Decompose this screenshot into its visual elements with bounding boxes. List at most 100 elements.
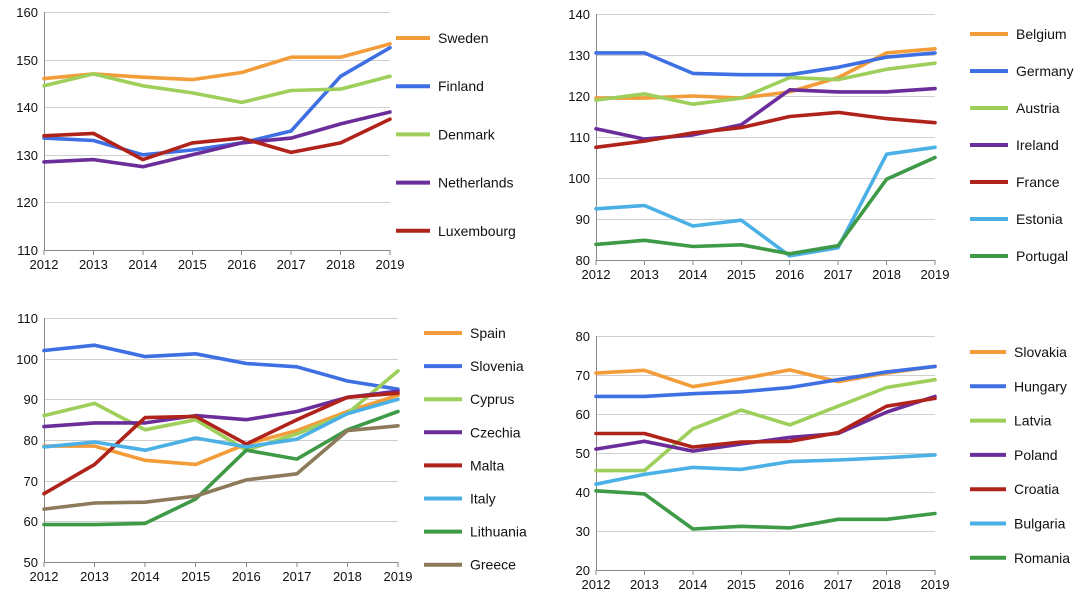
x-tick-label: 2017	[277, 257, 306, 272]
x-tick-label: 2015	[178, 257, 207, 272]
legend-label: Germany	[1016, 63, 1074, 79]
legend-label: Bulgaria	[1014, 516, 1066, 532]
y-tick-label: 110	[17, 243, 38, 258]
series-line-lithuania	[42, 409, 400, 527]
series-line-germany	[594, 51, 937, 77]
legend-label: Hungary	[1014, 378, 1067, 394]
y-tick-label: 40	[576, 485, 590, 500]
series-line-greece	[42, 423, 400, 511]
x-tick-label: 2014	[128, 257, 157, 272]
y-tick-label: 30	[576, 524, 590, 539]
legend-label: Denmark	[438, 126, 496, 142]
series-line-romania	[594, 488, 937, 531]
y-tick-label: 80	[576, 253, 590, 268]
y-tick-label: 100	[568, 171, 590, 186]
legend-label: Slovakia	[1014, 344, 1067, 360]
x-tick-label: 2015	[727, 577, 756, 592]
legend-label: Netherlands	[438, 175, 514, 191]
y-tick-label: 90	[576, 212, 590, 227]
x-tick-label: 2013	[80, 569, 109, 584]
legend-label: Poland	[1014, 447, 1058, 463]
series-line-denmark	[42, 72, 392, 105]
y-tick-label: 140	[568, 7, 590, 22]
legend-label: Slovenia	[470, 358, 524, 374]
series-line-netherlands	[42, 110, 392, 169]
legend: Slovakia Hungary Latvia Poland Croatia Bulgar…	[970, 344, 1070, 566]
legend-label: Belgium	[1016, 26, 1067, 42]
legend-label: Croatia	[1014, 481, 1059, 497]
legend-label: Luxembourg	[438, 223, 516, 239]
x-tick-label: 2012	[582, 267, 611, 282]
x-tick-label: 2013	[630, 577, 659, 592]
series-line-portugal	[594, 155, 937, 256]
legend: Belgium Germany Austria Ireland France Estoni…	[970, 26, 1074, 264]
y-tick-label: 110	[569, 130, 590, 145]
x-tick-label: 2015	[181, 569, 210, 584]
y-tick-label: 60	[24, 514, 38, 529]
x-tick-label: 2017	[282, 569, 311, 584]
y-tick-label: 150	[16, 53, 38, 68]
x-tick-label: 2013	[79, 257, 108, 272]
x-tick-label: 2016	[232, 569, 261, 584]
x-tick-label: 2018	[872, 577, 901, 592]
series-line-france	[594, 110, 937, 150]
y-tick-label: 100	[16, 352, 38, 367]
x-tick-label: 2015	[727, 267, 756, 282]
legend-label: Sweden	[438, 30, 489, 46]
y-tick-label: 70	[24, 474, 38, 489]
legend-label: Czechia	[470, 424, 521, 440]
chart-1: 110 120 130 140 150 160 2012 2013 2014 2015 2016 20…	[16, 5, 516, 272]
x-tick-label: 2014	[678, 267, 707, 282]
y-tick-label: 120	[16, 195, 38, 210]
x-tick-label: 2017	[824, 577, 853, 592]
y-tick-label: 20	[576, 563, 590, 578]
series-line-austria	[594, 61, 937, 106]
series-line-spain	[42, 393, 400, 467]
legend: Sweden Finland Denmark Netherlands Luxembour…	[396, 30, 516, 239]
y-tick-label: 50	[24, 555, 38, 570]
y-tick-label: 60	[576, 407, 590, 422]
x-tick-label: 2013	[630, 267, 659, 282]
x-tick-label: 2016	[775, 267, 804, 282]
legend-label: France	[1016, 174, 1060, 190]
y-tick-label: 80	[576, 329, 590, 344]
legend-label: Spain	[470, 325, 506, 341]
legend-label: Ireland	[1016, 137, 1059, 153]
legend-label: Italy	[470, 491, 496, 507]
legend-label: Malta	[470, 457, 504, 473]
legend-label: Finland	[438, 78, 484, 94]
legend-label: Greece	[470, 557, 516, 573]
x-tick-label: 2012	[30, 569, 59, 584]
series-line-italy	[42, 397, 400, 453]
series-line-luxembourg	[42, 117, 392, 162]
series-line-bulgaria	[594, 453, 937, 487]
series-line-latvia	[594, 377, 937, 473]
legend-label: Latvia	[1014, 413, 1052, 429]
x-tick-label: 2018	[872, 267, 901, 282]
series-line-estonia	[594, 145, 937, 258]
series-line-slovenia	[42, 343, 400, 392]
y-tick-label: 70	[576, 368, 590, 383]
y-tick-label: 130	[16, 148, 38, 163]
y-tick-label: 130	[568, 48, 590, 63]
x-tick-label: 2012	[582, 577, 611, 592]
y-tick-label: 80	[24, 433, 38, 448]
series-line-malta	[42, 391, 400, 496]
x-tick-label: 2019	[384, 569, 413, 584]
x-tick-label: 2019	[376, 257, 405, 272]
legend: Spain Slovenia Cyprus Czechia Malta Italy Lith…	[424, 325, 527, 573]
x-tick-label: 2016	[227, 257, 256, 272]
y-tick-label: 50	[576, 446, 590, 461]
chart-2: 80 90 100 110 120 130 140 2012 2013 2014 2015 2016 2…	[568, 7, 1073, 282]
series-line-slovakia	[594, 364, 937, 389]
series-line-hungary	[594, 364, 937, 399]
y-tick-label: 160	[16, 5, 38, 20]
chart-3: 50 60 70 80 90 100 110 2012 2013 2014 2015 2016 2017…	[16, 311, 527, 584]
legend-label: Romania	[1014, 550, 1070, 566]
legend-label: Cyprus	[470, 391, 514, 407]
chart-4: 20 30 40 50 60 70 80 2012 2013 2014 2015 2016 2017 20…	[576, 329, 1071, 592]
y-tick-label: 140	[16, 100, 38, 115]
x-tick-label: 2012	[30, 257, 59, 272]
x-tick-label: 2014	[678, 577, 707, 592]
